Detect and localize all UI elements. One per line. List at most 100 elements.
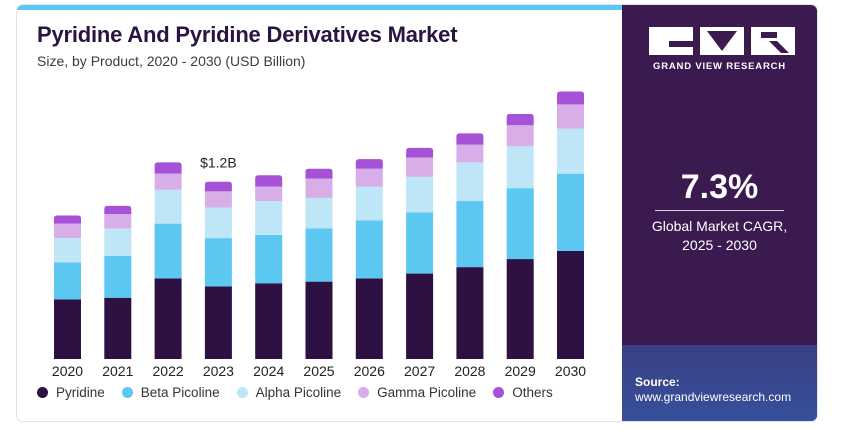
x-tick-label: 2026 xyxy=(354,363,385,379)
bar-others-2030 xyxy=(557,91,584,105)
stacked-bar-chart: 2020 2021 2022 2023 $1.2B 2024 2025 2026 2027 202… xyxy=(52,91,586,379)
bar-beta-picoline-2022 xyxy=(154,223,182,279)
bar-alpha-picoline-2027 xyxy=(406,176,434,213)
bar-gamma-picoline-2021 xyxy=(104,213,132,229)
legend-item-pyridine: Pyridine xyxy=(37,385,105,400)
bar-alpha-picoline-2030 xyxy=(557,128,584,174)
bar-others-2027 xyxy=(406,147,434,158)
bar-others-2026 xyxy=(355,159,383,169)
bar-gamma-picoline-2029 xyxy=(506,125,534,147)
source-label: Source: xyxy=(635,375,680,389)
cagr-value: 7.3% xyxy=(680,168,759,206)
bar-gamma-picoline-2024 xyxy=(255,186,283,202)
bar-alpha-picoline-2023 xyxy=(204,207,232,239)
bar-gamma-picoline-2027 xyxy=(406,157,434,177)
bar-gamma-picoline-2025 xyxy=(305,178,333,198)
legend-swatch-pyridine xyxy=(37,387,48,398)
bar-beta-picoline-2027 xyxy=(406,212,434,274)
x-tick-label: 2025 xyxy=(303,363,334,379)
legend-item-gamma-picoline: Gamma Picoline xyxy=(358,385,476,400)
x-tick-label: 2023 xyxy=(203,363,234,379)
bar-pyridine-2021 xyxy=(104,297,132,359)
source-link[interactable]: www.grandviewresearch.com xyxy=(635,390,792,404)
bar-beta-picoline-2023 xyxy=(204,238,232,287)
legend-swatch-beta-picoline xyxy=(121,387,133,398)
legend-label: Gamma Picoline xyxy=(377,385,477,400)
legend-item-others: Others xyxy=(493,385,553,400)
x-tick-label: 2029 xyxy=(505,363,536,379)
legend-swatch-others xyxy=(493,387,505,398)
bar-pyridine-2028 xyxy=(456,267,484,359)
x-tick-label: 2024 xyxy=(253,363,284,379)
x-tick-label: 2028 xyxy=(454,363,485,379)
legend-label: Pyridine xyxy=(56,385,105,400)
accent-bar xyxy=(17,5,622,10)
bar-beta-picoline-2020 xyxy=(54,262,81,300)
legend-label: Alpha Picoline xyxy=(255,385,342,400)
x-tick-label: 2020 xyxy=(52,363,83,379)
x-tick-label: 2027 xyxy=(404,363,435,379)
bar-others-2020 xyxy=(54,215,81,224)
cagr-label-line2: 2025 - 2030 xyxy=(682,237,757,253)
bar-beta-picoline-2028 xyxy=(456,201,484,268)
bar-alpha-picoline-2026 xyxy=(355,186,383,221)
bar-pyridine-2024 xyxy=(255,283,283,359)
legend-item-beta-picoline: Beta Picoline xyxy=(121,385,220,400)
bar-gamma-picoline-2026 xyxy=(355,168,383,187)
legend-swatch-gamma-picoline xyxy=(358,387,370,398)
source-footer: Source: www.grandviewresearch.com xyxy=(622,345,817,421)
x-tick-label: 2030 xyxy=(555,363,586,379)
bar-alpha-picoline-2022 xyxy=(154,189,182,224)
bar-alpha-picoline-2020 xyxy=(54,238,81,263)
bar-others-2028 xyxy=(456,133,484,145)
bar-pyridine-2023 xyxy=(204,286,232,359)
report-card: Pyridine And Pyridine Derivatives Market… xyxy=(17,5,817,421)
legend-swatch-alpha-picoline xyxy=(236,387,248,398)
bar-beta-picoline-2021 xyxy=(104,255,132,298)
bar-alpha-picoline-2021 xyxy=(104,228,132,256)
bar-alpha-picoline-2029 xyxy=(506,146,534,189)
chart-subtitle: Size, by Product, 2020 - 2030 (USD Billi… xyxy=(37,53,306,69)
chart-title: Pyridine And Pyridine Derivatives Market xyxy=(37,22,458,47)
bar-pyridine-2020 xyxy=(54,299,81,359)
bar-pyridine-2026 xyxy=(355,278,383,359)
cagr-divider xyxy=(655,210,784,211)
chart-legend: Pyridine Beta Picoline Alpha Picoline Ga… xyxy=(37,385,570,400)
bar-alpha-picoline-2028 xyxy=(456,162,484,202)
x-tick-label: 2021 xyxy=(102,363,133,379)
bar-gamma-picoline-2022 xyxy=(154,173,182,190)
bar-others-2023 xyxy=(204,181,232,192)
cagr-label-line1: Global Market CAGR, xyxy=(651,218,788,234)
side-panel: GRAND VIEW RESEARCH 7.3% Global Market C… xyxy=(622,5,817,421)
bar-others-2022 xyxy=(154,162,182,174)
bar-pyridine-2022 xyxy=(154,278,182,359)
bar-gamma-picoline-2020 xyxy=(54,223,81,239)
bar-alpha-picoline-2024 xyxy=(255,201,283,235)
bar-pyridine-2025 xyxy=(305,281,333,359)
grand-view-research-logo xyxy=(649,27,795,55)
bar-gamma-picoline-2023 xyxy=(204,191,232,208)
bar-beta-picoline-2026 xyxy=(355,220,383,279)
bar-alpha-picoline-2025 xyxy=(305,197,333,229)
cagr-label: Global Market CAGR, 2025 - 2030 xyxy=(622,217,817,255)
bar-gamma-picoline-2028 xyxy=(456,144,484,163)
bar-beta-picoline-2025 xyxy=(305,228,333,282)
bar-others-2029 xyxy=(506,114,534,126)
bar-others-2021 xyxy=(104,205,132,214)
bar-pyridine-2029 xyxy=(506,259,534,359)
chart-area: Pyridine And Pyridine Derivatives Market… xyxy=(17,5,622,421)
legend-item-alpha-picoline: Alpha Picoline xyxy=(236,385,342,400)
legend-label: Others xyxy=(512,385,553,400)
bar-others-2024 xyxy=(255,175,283,187)
bar-others-2025 xyxy=(305,168,333,179)
bar-pyridine-2030 xyxy=(557,251,584,359)
bar-beta-picoline-2024 xyxy=(255,234,283,284)
legend-label: Beta Picoline xyxy=(140,385,220,400)
bar-beta-picoline-2029 xyxy=(506,188,534,260)
bar-beta-picoline-2030 xyxy=(557,173,584,252)
bar-pyridine-2027 xyxy=(406,273,434,359)
data-label-annotation: $1.2B xyxy=(200,155,237,171)
bar-gamma-picoline-2030 xyxy=(557,104,584,129)
x-tick-label: 2022 xyxy=(153,363,184,379)
brand-name: GRAND VIEW RESEARCH xyxy=(653,61,786,72)
